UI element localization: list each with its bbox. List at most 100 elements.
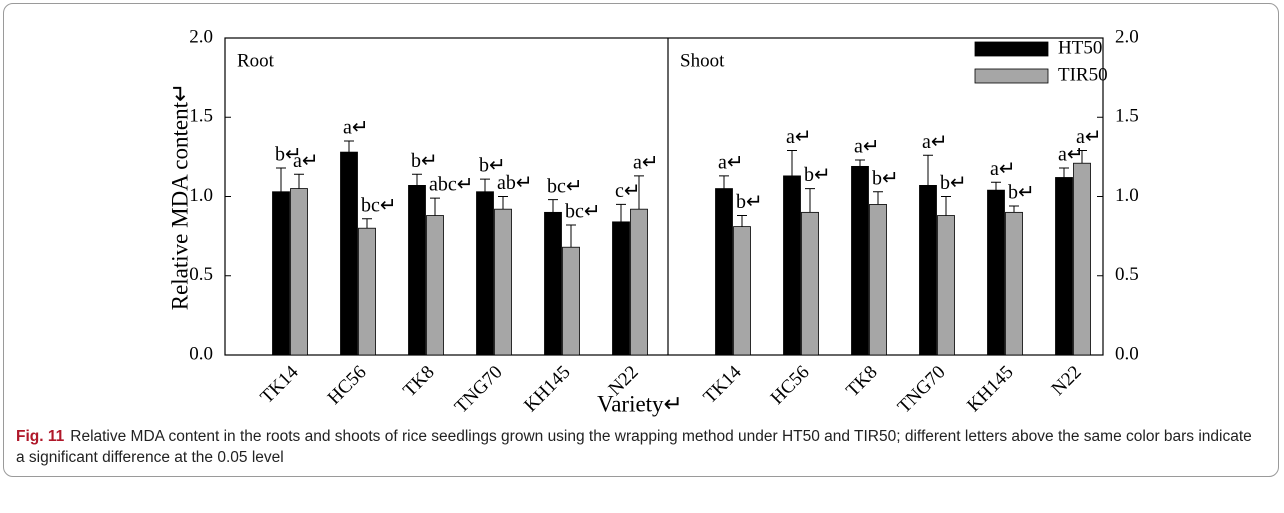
panel-title: Root <box>237 50 275 71</box>
bar <box>715 188 733 356</box>
error-bar <box>1009 205 1019 213</box>
error-bar <box>923 154 933 186</box>
value-label: a↵ <box>718 151 744 173</box>
x-tick-label: TNG70 <box>894 362 950 418</box>
legend-label: TIR50 <box>1058 64 1108 85</box>
error-bar <box>344 140 354 153</box>
bar <box>1055 177 1073 356</box>
value-label: ab↵ <box>497 172 533 194</box>
value-label: bc↵ <box>565 201 601 223</box>
bar <box>290 188 308 356</box>
bar <box>426 215 444 356</box>
x-tick-label: HC56 <box>767 362 814 409</box>
value-label: b↵ <box>479 155 506 177</box>
value-label: bc↵ <box>361 194 397 216</box>
bar <box>987 189 1005 356</box>
x-tick-label: KH145 <box>520 362 574 416</box>
panel-title: Shoot <box>680 50 725 71</box>
value-label: b↵ <box>872 167 899 189</box>
error-bar <box>566 224 576 248</box>
caption-text: Relative MDA content in the roots and sh… <box>16 428 1252 466</box>
y-tick-label: 0.5 <box>189 264 213 285</box>
caption-label: Fig. 11 <box>16 428 65 445</box>
bar <box>476 191 494 356</box>
value-label: bc↵ <box>547 175 583 197</box>
caption: Fig. 11 Relative MDA content in the roots… <box>16 426 1261 468</box>
value-label: b↵ <box>411 150 438 172</box>
x-tick-label: TK14 <box>256 361 303 408</box>
error-bar <box>480 178 490 192</box>
bar <box>494 208 512 356</box>
x-tick-label: KH145 <box>963 362 1017 416</box>
x-tick-label: TK8 <box>399 362 438 401</box>
value-label: a↵ <box>1076 126 1102 148</box>
bar <box>612 221 630 356</box>
value-label: c↵ <box>615 180 641 202</box>
value-label: b↵ <box>736 191 763 213</box>
error-bar <box>719 175 729 189</box>
y-tick-label: 0.0 <box>189 343 213 364</box>
error-bar <box>873 191 883 205</box>
bar <box>919 185 937 356</box>
x-tick-label: TK14 <box>699 361 746 408</box>
x-axis-label: Variety↵ <box>597 391 683 416</box>
bar <box>937 215 955 356</box>
value-label: a↵ <box>854 136 880 158</box>
x-tick-label: TNG70 <box>451 362 507 418</box>
value-label: b↵ <box>940 172 967 194</box>
x-tick-label: TK8 <box>842 362 881 401</box>
y-axis-label: Relative MDA content↵ <box>167 83 192 311</box>
error-bar <box>498 196 508 210</box>
value-label: a↵ <box>786 126 812 148</box>
y2-tick-label: 0.5 <box>1115 264 1139 285</box>
bar <box>630 208 648 356</box>
figure-frame <box>3 3 1279 477</box>
y2-tick-label: 2.0 <box>1115 26 1139 47</box>
error-bar <box>787 150 797 176</box>
error-bar <box>737 215 747 227</box>
bar <box>1005 211 1023 356</box>
legend-swatch <box>974 68 1049 84</box>
bar <box>544 211 562 356</box>
value-label: b↵ <box>275 144 302 166</box>
y2-tick-label: 1.0 <box>1115 185 1139 206</box>
error-bar <box>855 159 865 167</box>
y-tick-label: 1.5 <box>189 106 213 127</box>
value-label: abc↵ <box>429 174 474 196</box>
value-label: a↵ <box>990 158 1016 180</box>
bar <box>562 246 580 356</box>
legend-swatch <box>974 41 1049 57</box>
y-tick-label: 1.0 <box>189 185 213 206</box>
error-bar <box>412 173 422 186</box>
x-tick-label: HC56 <box>324 362 371 409</box>
value-label: a↵ <box>1058 144 1084 166</box>
value-label: a↵ <box>343 117 369 139</box>
error-bar <box>276 167 286 192</box>
bar <box>801 211 819 356</box>
error-bar <box>991 181 1001 191</box>
value-label: a↵ <box>633 151 659 173</box>
error-bar <box>941 196 951 216</box>
error-bar <box>1077 150 1087 164</box>
x-tick-label: N22 <box>1048 362 1086 400</box>
value-label: a↵ <box>293 150 319 172</box>
bar <box>272 191 290 356</box>
value-label: b↵ <box>1008 182 1035 204</box>
error-bar <box>430 197 440 216</box>
error-bar <box>362 218 372 229</box>
bar <box>408 185 426 356</box>
bar <box>358 227 376 356</box>
y2-tick-label: 1.5 <box>1115 106 1139 127</box>
value-label: a↵ <box>922 131 948 153</box>
error-bar <box>805 188 815 213</box>
bar <box>869 204 887 356</box>
y-tick-label: 2.0 <box>189 26 213 47</box>
value-label: b↵ <box>804 164 831 186</box>
error-bar <box>548 199 558 213</box>
bar <box>1073 162 1091 356</box>
bar <box>783 175 801 356</box>
error-bar <box>616 203 626 222</box>
legend-label: HT50 <box>1058 37 1102 58</box>
